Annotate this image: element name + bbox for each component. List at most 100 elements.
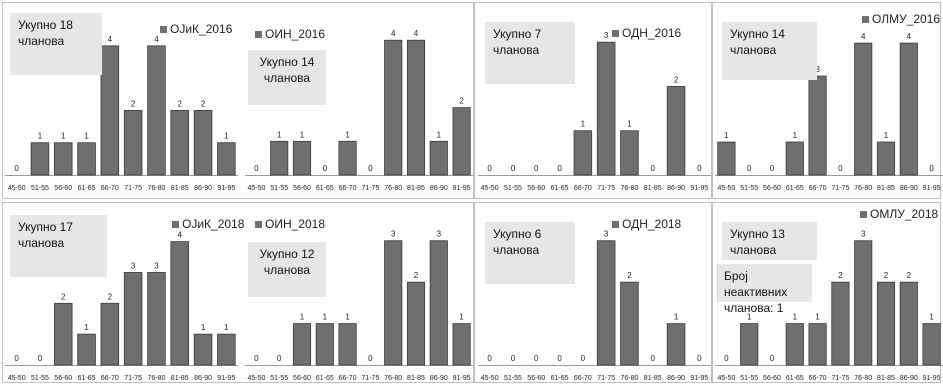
- x-tick-label: 91-95: [217, 185, 235, 192]
- note-line: Број неактивних: [724, 269, 788, 299]
- x-tick-label: 56-60: [527, 375, 545, 382]
- data-label: 1: [61, 132, 66, 141]
- bar-81-85: [170, 110, 190, 176]
- member-count-note: Укупно 7 чланова: [485, 22, 575, 84]
- x-tick-label: 76-80: [854, 185, 872, 192]
- legend: ОЈиК_2016: [160, 22, 232, 36]
- data-label: 2: [884, 271, 889, 280]
- x-tick-label: 76-80: [147, 375, 165, 382]
- x-tick-label: 91-95: [453, 185, 471, 192]
- data-label: 1: [300, 130, 305, 139]
- bar-76-80: [620, 281, 639, 366]
- bar-81-85: [406, 39, 426, 176]
- bar-86-90: [193, 110, 213, 176]
- note-line: чланова: [18, 34, 65, 48]
- data-label: 2: [459, 97, 464, 106]
- data-label: 1: [884, 131, 889, 140]
- x-tick-label: 56-60: [54, 185, 72, 192]
- x-tick-label: 81-85: [407, 185, 425, 192]
- x-tick-label: 86-90: [667, 185, 685, 192]
- x-tick-label: 91-95: [690, 375, 708, 382]
- legend: ОДН_2018: [612, 217, 681, 231]
- note-line: Укупно 14: [730, 27, 785, 41]
- data-label: 1: [815, 313, 820, 322]
- x-tick-label: 91-95: [453, 375, 471, 382]
- data-label: 2: [414, 271, 419, 280]
- data-label: 0: [254, 164, 259, 173]
- x-tick-label: 81-85: [644, 375, 662, 382]
- bar-86-90: [429, 140, 448, 176]
- legend: ОЛМУ_2016: [862, 12, 940, 26]
- data-label: 0: [747, 164, 752, 173]
- data-label: 0: [534, 164, 539, 173]
- bar-66-70: [573, 130, 593, 176]
- data-label: 1: [793, 131, 798, 140]
- bar-86-90: [429, 240, 448, 366]
- x-tick-label: 51-55: [270, 375, 288, 382]
- data-label: 0: [651, 164, 656, 173]
- data-label: 3: [131, 261, 136, 270]
- legend-label: ОИН_2018: [265, 217, 325, 231]
- bar-71-75: [123, 272, 143, 366]
- legend-label: ОДН_2016: [622, 26, 682, 40]
- bar-76-80: [384, 39, 403, 176]
- x-tick-label: 71-75: [361, 375, 379, 382]
- data-label: 1: [84, 132, 89, 141]
- legend-swatch: [172, 220, 179, 228]
- x-tick-label: 86-90: [430, 375, 448, 382]
- data-label: 0: [557, 354, 562, 363]
- bar-61-65: [785, 323, 804, 366]
- x-tick-label: 71-75: [597, 185, 615, 192]
- x-tick-label: 61-65: [786, 375, 804, 382]
- data-label: 1: [459, 313, 464, 322]
- member-count-note: Укупно 18 чланова: [10, 13, 102, 75]
- bar-61-65: [77, 333, 96, 366]
- x-tick-label: 86-90: [194, 185, 212, 192]
- x-tick-label: 51-55: [270, 185, 288, 192]
- member-count-note: Укупно 14 чланова: [248, 50, 326, 105]
- note-line: Укупно 13: [730, 227, 785, 241]
- data-label: 0: [838, 164, 843, 173]
- x-tick-label: 66-70: [809, 185, 827, 192]
- bar-86-90: [899, 281, 918, 366]
- legend: ОДН_2016: [612, 26, 681, 40]
- data-label: 2: [627, 271, 632, 280]
- data-label: 1: [581, 120, 586, 129]
- bar-76-80: [854, 240, 873, 366]
- bar-56-60: [292, 140, 312, 176]
- legend: ОИН_2016: [255, 27, 325, 41]
- data-label: 1: [724, 131, 729, 140]
- x-tick-label: 56-60: [527, 185, 545, 192]
- data-label: 0: [651, 354, 656, 363]
- note-line: Укупно 7: [493, 27, 542, 41]
- data-label: 0: [368, 354, 373, 363]
- x-tick-label: 61-65: [78, 185, 96, 192]
- x-tick-label: 45-50: [481, 375, 499, 382]
- x-tick-label: 51-55: [740, 185, 758, 192]
- x-tick-label: 66-70: [339, 185, 357, 192]
- x-tick-label: 71-75: [361, 185, 379, 192]
- data-label: 0: [724, 354, 729, 363]
- legend: ОМЛУ_2018: [860, 207, 938, 221]
- data-label: 3: [604, 31, 609, 40]
- x-tick-label: 81-85: [171, 185, 189, 192]
- note-line: чланова: [493, 243, 540, 257]
- bar-61-65: [785, 141, 804, 176]
- data-label: 2: [61, 292, 66, 301]
- bar-71-75: [596, 41, 616, 176]
- data-label: 0: [557, 164, 562, 173]
- bar-66-70: [808, 323, 827, 366]
- data-label: 4: [108, 35, 113, 44]
- data-label: 4: [178, 231, 183, 240]
- bar-66-70: [100, 302, 120, 366]
- data-label: 0: [368, 164, 373, 173]
- x-tick-label: 86-90: [194, 375, 212, 382]
- x-tick-label: 71-75: [831, 185, 849, 192]
- bar-91-95: [922, 323, 941, 366]
- bar-86-90: [666, 86, 686, 176]
